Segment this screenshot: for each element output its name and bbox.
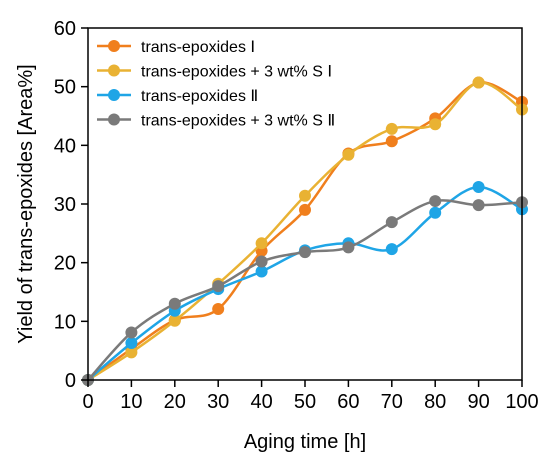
legend-item: trans-epoxides + 3 wt% S Ⅱ <box>97 113 335 130</box>
legend-item: trans-epoxides Ⅱ <box>97 88 258 105</box>
axis-ticks: 0 10 20 30 40 50 60 70 80 90 100 0 10 20 30 40 50 60 <box>54 18 539 413</box>
data-point <box>125 337 138 350</box>
x-tick-label: 30 <box>207 391 229 413</box>
y-tick-label: 60 <box>54 18 76 40</box>
data-point <box>168 297 181 310</box>
y-tick-label: 20 <box>54 253 76 275</box>
y-tick-label: 30 <box>54 194 76 216</box>
data-point <box>342 241 355 254</box>
data-point <box>299 189 311 202</box>
data-point <box>299 246 311 259</box>
series-line <box>87 199 523 381</box>
series-layer <box>82 76 528 386</box>
data-point <box>429 118 442 131</box>
legend: trans-epoxides Ⅰ trans-epoxides + 3 wt% S… <box>97 39 335 130</box>
data-point <box>429 206 442 219</box>
data-point <box>385 216 398 229</box>
legend-item: trans-epoxides + 3 wt% S Ⅰ <box>97 64 332 81</box>
data-point <box>472 76 485 89</box>
data-point <box>255 255 268 268</box>
data-point <box>472 180 485 193</box>
x-tick-label: 60 <box>337 391 359 413</box>
data-point <box>385 243 398 256</box>
data-point <box>385 122 398 135</box>
legend-swatch-marker <box>108 40 120 52</box>
y-tick-label: 40 <box>54 135 76 157</box>
x-tick-label: 20 <box>164 391 186 413</box>
data-point <box>125 346 138 359</box>
y-tick-label: 50 <box>54 77 76 99</box>
legend-swatch-marker <box>108 64 120 77</box>
x-tick-label: 10 <box>120 391 142 413</box>
x-tick-label: 70 <box>381 391 403 413</box>
data-point <box>255 265 268 278</box>
y-tick-label: 0 <box>65 370 76 392</box>
legend-label: trans-epoxides Ⅱ <box>141 88 258 105</box>
y-axis-title: Yield of trans-epoxides [Area%] <box>15 64 37 343</box>
legend-swatch-marker <box>108 113 120 126</box>
data-point <box>385 135 398 148</box>
x-tick-label: 100 <box>505 391 538 413</box>
data-point <box>125 326 138 339</box>
data-point <box>299 203 311 216</box>
x-tick-label: 40 <box>250 391 272 413</box>
data-point <box>212 303 225 316</box>
data-point <box>255 237 268 250</box>
legend-swatch-marker <box>108 89 120 101</box>
legend-label: trans-epoxides Ⅰ <box>141 39 255 56</box>
x-tick-label: 90 <box>467 391 489 413</box>
x-tick-label: 50 <box>294 391 316 413</box>
data-point <box>212 280 225 293</box>
x-axis-title: Aging time [h] <box>244 431 366 453</box>
y-tick-label: 10 <box>54 311 76 333</box>
legend-label: trans-epoxides + 3 wt% S Ⅱ <box>141 113 335 130</box>
x-tick-label: 0 <box>82 391 93 413</box>
data-point <box>472 199 485 212</box>
series-line <box>87 185 523 381</box>
data-point <box>429 195 442 208</box>
data-point <box>342 148 355 161</box>
legend-item: trans-epoxides Ⅰ <box>97 39 255 56</box>
x-tick-label: 80 <box>424 391 446 413</box>
legend-label: trans-epoxides + 3 wt% S Ⅰ <box>141 64 332 81</box>
series-4 <box>82 195 528 386</box>
data-point <box>168 314 181 327</box>
